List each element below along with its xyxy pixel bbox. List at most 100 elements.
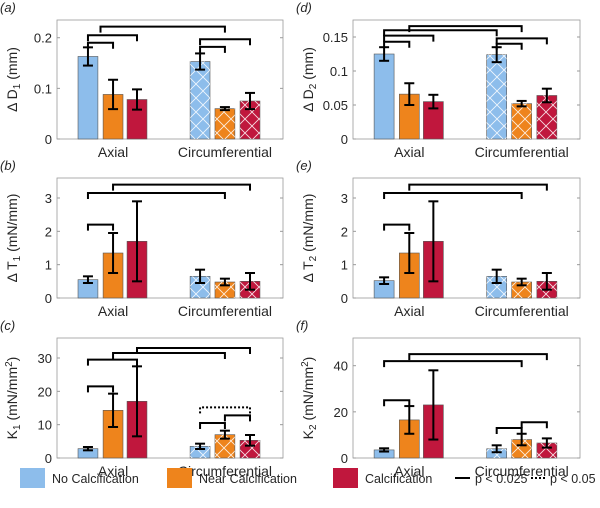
y-tick-label: 0 — [45, 132, 52, 147]
y-tick-label: 0 — [45, 291, 52, 306]
axes-box — [352, 19, 581, 140]
y-tick-label: 0.15 — [323, 30, 348, 45]
x-tick-label: Circumferential — [178, 463, 272, 479]
error-bar — [516, 99, 527, 108]
y-axis-label-part: K — [4, 429, 20, 439]
error-bar — [491, 268, 502, 284]
error-bar — [108, 392, 119, 428]
significance-bracket — [86, 358, 139, 366]
y-axis-label-part: Δ D — [4, 89, 20, 112]
significance-bracket — [495, 42, 523, 50]
y-axis-label-part: 2 — [308, 255, 319, 261]
y-tick-label: 0.05 — [323, 98, 348, 113]
x-tick-label: Axial — [98, 144, 128, 160]
y-tick-label: 2 — [341, 224, 348, 239]
y-axis-label: Δ D2 (mm) — [300, 47, 319, 112]
x-tick-label: Axial — [394, 144, 424, 160]
panel-label: (a) — [0, 0, 16, 15]
error-bar — [245, 91, 256, 111]
y-tick-label: 0.1 — [34, 81, 52, 96]
panel-label: (f) — [296, 318, 308, 333]
legend: No Calcification Near Calcification Calcif… — [20, 468, 596, 488]
significance-bracket — [520, 421, 548, 429]
y-axis-label-part: (mN/mm) — [4, 194, 20, 256]
y-axis-label-part: (mN/mm) — [300, 194, 316, 256]
panel-label: (b) — [0, 158, 16, 173]
y-axis-label: Δ T1 (mN/mm) — [4, 194, 23, 283]
bar-hatch — [486, 54, 507, 139]
panel-a: (a) 0 0.1 0.2 Δ D1 (mm) Axial Circumferential — [0, 0, 284, 160]
panel-label: (d) — [296, 0, 312, 15]
significance-bracket — [199, 38, 252, 46]
bar — [373, 53, 395, 140]
significance-bracket — [86, 192, 226, 199]
y-axis-label-part: 2 — [4, 361, 15, 367]
significance-bracket — [199, 406, 252, 414]
error-bar — [219, 106, 230, 112]
significance-bracket — [383, 192, 523, 199]
y-tick-label: 0 — [45, 451, 52, 466]
y-axis-label-part: (mm) — [4, 47, 20, 84]
y-axis-label: K1 (mN/mm2) — [4, 357, 24, 440]
x-tick-label: Circumferential — [475, 303, 569, 319]
y-axis-label-part: ) — [4, 357, 20, 362]
bar-hatch — [214, 108, 235, 139]
x-tick-label: Circumferential — [475, 144, 569, 160]
bar-hatch — [190, 446, 211, 458]
error-bar — [132, 365, 143, 438]
significance-bracket — [383, 40, 411, 48]
error-bar — [428, 369, 439, 441]
y-tick-label: 20 — [334, 405, 348, 420]
y-axis-label: K2 (mN/mm2) — [300, 357, 320, 440]
y-axis-label-part: (mm) — [300, 47, 316, 84]
x-tick-label: Axial — [98, 303, 128, 319]
error-bar — [82, 446, 93, 452]
y-tick-label: 1 — [341, 258, 348, 273]
y-tick-label: 20 — [38, 384, 52, 399]
bar-hatch — [486, 276, 507, 298]
y-axis-label-part: 2 — [308, 424, 319, 430]
error-bar — [379, 447, 390, 453]
error-bar — [404, 82, 415, 106]
y-tick-label: 10 — [38, 418, 52, 433]
panel-d: (d) 0 0.05 0.1 0.15 Δ D2 (mm) Axial Circumferen… — [296, 0, 581, 160]
significance-bracket — [383, 360, 523, 368]
y-axis-label-part: 2 — [300, 361, 311, 367]
bar-hatch — [511, 103, 532, 139]
error-bar — [195, 442, 206, 450]
significance-bracket — [199, 45, 226, 53]
significance-bracket — [86, 223, 115, 231]
legend-swatch — [20, 468, 45, 488]
significance-bracket — [86, 41, 115, 49]
error-bar — [428, 200, 439, 283]
error-bar — [108, 78, 119, 111]
axes-box — [352, 177, 581, 299]
significance-bracket — [495, 37, 548, 45]
legend-swatch — [167, 468, 192, 488]
error-bar — [541, 272, 552, 291]
error-bar — [491, 444, 502, 454]
significance-bracket — [383, 223, 411, 231]
x-tick-label: Axial — [394, 303, 424, 319]
error-bar — [404, 232, 415, 274]
y-axis-label: Δ D1 (mm) — [4, 47, 23, 112]
y-tick-label: 0.2 — [34, 31, 52, 46]
bar-hatch — [511, 439, 532, 458]
y-tick-label: 0.1 — [330, 64, 348, 79]
x-tick-label: Circumferential — [475, 463, 569, 479]
legend-label: Near Calcification — [199, 472, 297, 486]
legend-label: Calcification — [365, 472, 432, 486]
y-axis-label-part: ) — [300, 357, 316, 362]
axes-box — [56, 177, 284, 299]
significance-bracket — [495, 427, 523, 434]
error-bar — [82, 275, 93, 284]
significance-bracket — [99, 25, 226, 33]
error-bar — [428, 93, 439, 110]
bar-hatch — [190, 276, 211, 298]
bar-hatch — [190, 61, 211, 139]
axes-box — [352, 337, 581, 459]
x-tick-label: Circumferential — [178, 144, 272, 160]
